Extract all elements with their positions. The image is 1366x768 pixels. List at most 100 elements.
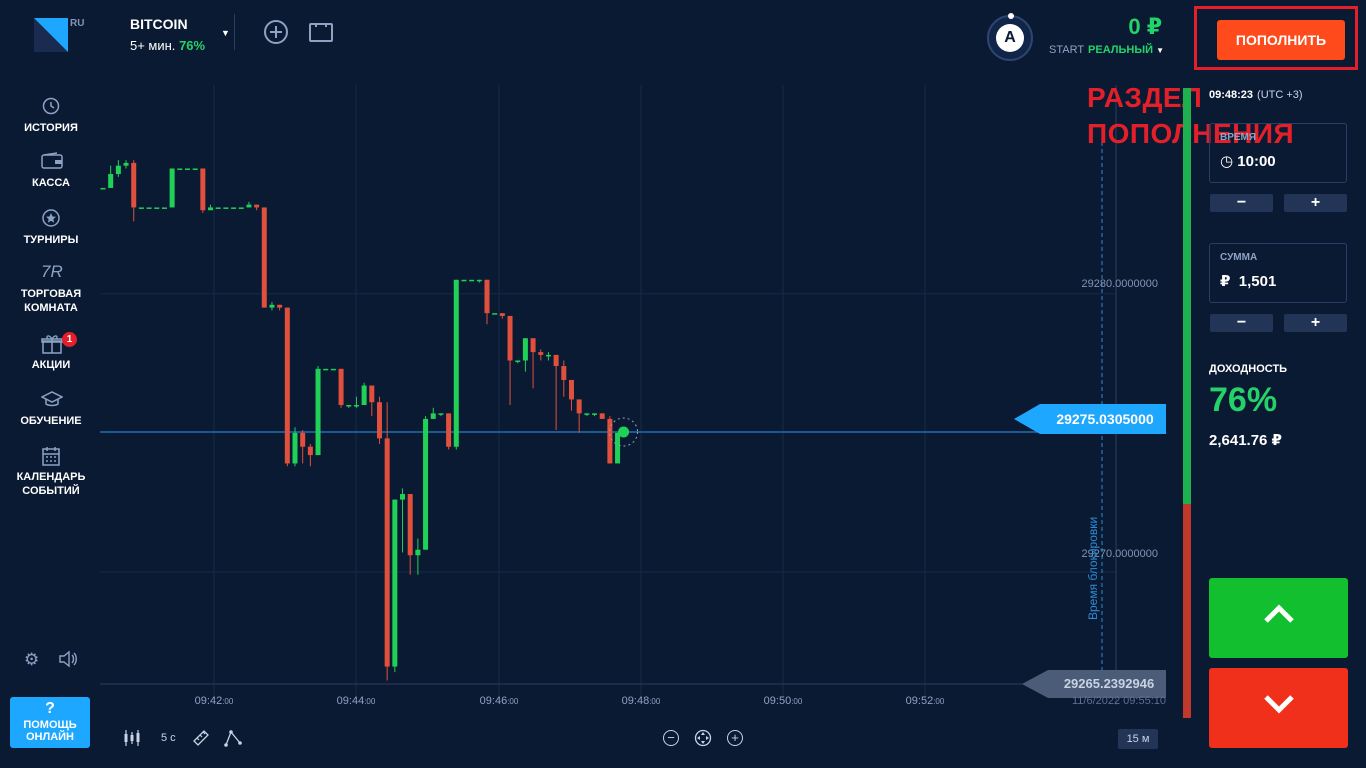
candle-body: [615, 432, 621, 464]
chart-scale-button[interactable]: 15 м: [1118, 729, 1158, 749]
sound-icon[interactable]: [58, 650, 78, 668]
asset-expiry[interactable]: 5+ мин. 76%: [130, 38, 205, 53]
candle-body: [200, 168, 206, 211]
annotation-line: РАЗДЕЛ: [1087, 82, 1203, 113]
time-field-value: ◷ 10:00: [1220, 152, 1276, 170]
sidebar-item-label: ТОРГОВАЯ КОМНАТА: [20, 288, 82, 314]
chart-type-icon[interactable]: [122, 728, 142, 748]
notification-badge: 1: [62, 332, 77, 347]
star-icon: [41, 209, 61, 227]
lock-time-label: Время блокировки: [1086, 516, 1100, 620]
time-axis-label: 09:50:00: [743, 695, 823, 707]
candle-body: [476, 279, 482, 282]
candle-body: [561, 366, 567, 380]
pulse-ring: [609, 417, 639, 447]
candle-body: [238, 207, 244, 209]
sidebar-item-education[interactable]: ОБУЧЕНИЕ: [0, 390, 102, 428]
clock-time: 09:48:23: [1209, 89, 1254, 101]
candle-body: [553, 354, 559, 367]
candle-body: [430, 413, 436, 419]
amount-field-value[interactable]: ₽ 1,501: [1220, 272, 1276, 290]
candle-body: [108, 174, 114, 188]
avatar-letter: A: [996, 24, 1024, 52]
current-price-dot: [618, 426, 630, 438]
sidebar-item-promotions[interactable]: АКЦИИ: [0, 334, 102, 372]
candle-body: [584, 413, 590, 415]
candle-body: [423, 418, 429, 550]
time-field[interactable]: ВРЕМЯ ◷ 10:00: [1209, 123, 1347, 183]
sidebar-item-tournaments[interactable]: ТУРНИРЫ: [0, 209, 102, 247]
asset-payout: 76%: [179, 38, 206, 53]
chart-layout-icon[interactable]: [309, 23, 333, 42]
help-online-button[interactable]: ? ПОМОЩЬ ОНЛАЙН: [10, 697, 90, 748]
candle-body: [323, 368, 329, 371]
account-switcher[interactable]: START РЕАЛЬНЫЙ ▼: [1049, 44, 1164, 56]
put-down-button[interactable]: [1209, 668, 1348, 748]
time-axis-seconds: :00: [507, 697, 519, 706]
gear-icon[interactable]: ⚙: [24, 650, 40, 669]
amount-field-label: СУММА: [1220, 252, 1258, 263]
candle-body: [469, 279, 475, 282]
time-axis-time: 09:52: [905, 695, 934, 707]
asset-name[interactable]: BITCOIN: [130, 16, 188, 32]
ruler-icon[interactable]: [192, 729, 210, 747]
header-divider: [234, 14, 235, 50]
amount-field[interactable]: СУММА ₽ 1,501: [1209, 243, 1347, 303]
time-increase-button[interactable]: +: [1284, 194, 1347, 212]
time-axis-label: 09:44:00: [316, 695, 396, 707]
account-level: START: [1049, 44, 1085, 56]
chevron-down-icon[interactable]: ▼: [221, 28, 230, 38]
candle-body: [346, 405, 352, 407]
sidebar-item-history[interactable]: ИСТОРИЯ: [0, 97, 102, 135]
amount-decrease-button[interactable]: −: [1210, 314, 1273, 332]
avatar[interactable]: A: [987, 13, 1033, 61]
deposit-button[interactable]: ПОПОЛНИТЬ: [1217, 20, 1345, 60]
sidebar-item-label: КАЛЕНДАРЬ СОБЫТИЙ: [16, 471, 86, 497]
zoom-out-button[interactable]: −: [663, 730, 679, 746]
sidebar-item-label: ИСТОРИЯ: [24, 122, 78, 134]
candle-body: [284, 307, 290, 464]
candles: [100, 160, 621, 681]
account-balance[interactable]: 0 ₽: [1128, 14, 1162, 39]
reset-zoom-icon[interactable]: [694, 729, 712, 747]
call-up-button[interactable]: [1209, 578, 1348, 658]
amount-increase-button[interactable]: +: [1284, 314, 1347, 332]
candle-body: [277, 304, 283, 308]
candle-body: [292, 432, 298, 464]
sidebar-item-label: КАССА: [32, 177, 70, 189]
wallet-icon: [41, 152, 63, 170]
sidebar-item-trading-room[interactable]: 7R ТОРГОВАЯ КОМНАТА: [0, 263, 102, 315]
add-asset-icon[interactable]: [264, 20, 288, 44]
candle-body: [115, 165, 121, 175]
candle-body: [184, 168, 190, 170]
candle-body: [530, 338, 536, 353]
time-axis-time: 09:46: [479, 695, 508, 707]
graduation-cap-icon: [40, 390, 64, 408]
sidebar-item-cashier[interactable]: КАССА: [0, 152, 102, 190]
sidebar-item-calendar[interactable]: КАЛЕНДАРЬ СОБЫТИЙ: [0, 446, 102, 498]
expiry-datetime: 11/6/2022 09:55:10: [1072, 695, 1166, 707]
trading-room-icon: 7R: [41, 262, 63, 281]
price-chart[interactable]: [100, 85, 1166, 725]
candle-body: [538, 352, 544, 355]
candle-body: [400, 494, 406, 500]
candle-body: [100, 187, 106, 190]
zoom-in-button[interactable]: +: [727, 730, 743, 746]
time-axis-seconds: :00: [933, 697, 945, 706]
time-axis-time: 09:42: [194, 695, 223, 707]
time-decrease-button[interactable]: −: [1210, 194, 1273, 212]
candle-body: [599, 413, 605, 419]
candle-body: [568, 379, 574, 400]
drawing-tools-icon[interactable]: [224, 729, 242, 747]
candle-timeframe[interactable]: 5 с: [161, 732, 176, 744]
candle-body: [131, 162, 137, 208]
candle-body: [154, 207, 160, 209]
time-axis-seconds: :00: [791, 697, 803, 706]
profit-percent: 76%: [1209, 381, 1278, 419]
candle-body: [169, 168, 175, 208]
time-axis-time: 09:50: [763, 695, 792, 707]
broker-logo[interactable]: [34, 18, 68, 52]
time-axis-seconds: :00: [649, 697, 661, 706]
current-price-marker: [609, 417, 639, 447]
account-type: РЕАЛЬНЫЙ: [1088, 44, 1154, 56]
